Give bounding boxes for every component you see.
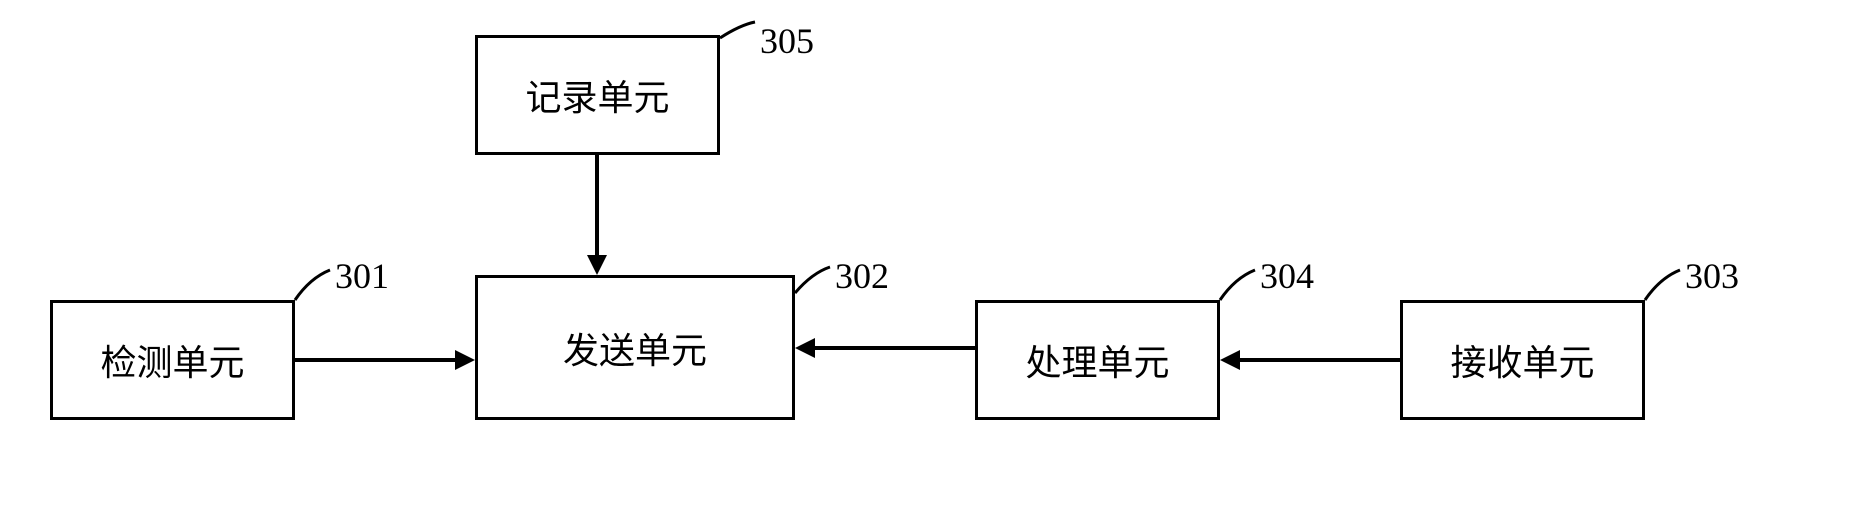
node-receive-unit-label: 接收单元 [1450, 334, 1594, 386]
edge-301-to-302 [295, 358, 455, 362]
leader-301 [0, 0, 1849, 512]
edge-304-to-302 [815, 346, 975, 350]
reference-304: 304 [1260, 255, 1314, 297]
leader-302 [0, 0, 1849, 512]
reference-302: 302 [835, 255, 889, 297]
block-diagram: 检测单元 301 记录单元 305 发送单元 302 处理单元 304 接收单元… [0, 0, 1849, 512]
node-send-unit: 发送单元 [475, 275, 795, 420]
node-record-unit: 记录单元 [475, 35, 720, 155]
arrowhead-icon [795, 338, 815, 358]
reference-301: 301 [335, 255, 389, 297]
arrowhead-icon [587, 255, 607, 275]
arrowhead-icon [455, 350, 475, 370]
node-send-unit-label: 发送单元 [563, 322, 707, 374]
edge-305-to-302 [595, 155, 599, 255]
node-detection-unit: 检测单元 [50, 300, 295, 420]
node-process-unit: 处理单元 [975, 300, 1220, 420]
node-process-unit-label: 处理单元 [1025, 334, 1169, 386]
leader-303 [0, 0, 1849, 512]
node-record-unit-label: 记录单元 [525, 69, 669, 121]
node-detection-unit-label: 检测单元 [100, 334, 244, 386]
edge-303-to-304 [1240, 358, 1400, 362]
node-receive-unit: 接收单元 [1400, 300, 1645, 420]
leader-304 [0, 0, 1849, 512]
reference-305: 305 [760, 20, 814, 62]
reference-303: 303 [1685, 255, 1739, 297]
arrowhead-icon [1220, 350, 1240, 370]
leader-305 [0, 0, 1849, 512]
